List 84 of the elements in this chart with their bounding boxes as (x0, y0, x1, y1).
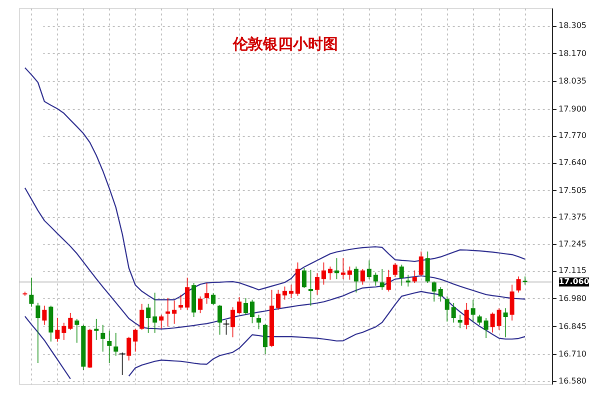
candlestick (425, 251, 430, 284)
candlestick (484, 318, 488, 339)
candlestick (340, 258, 346, 280)
y-tick-label: 17.770 (558, 131, 586, 140)
candlestick (178, 294, 184, 310)
candlestick (366, 260, 372, 280)
y-tick-label: 18.170 (558, 48, 586, 58)
candlestick (380, 268, 384, 290)
candlestick (244, 298, 248, 316)
candlestick (412, 270, 417, 284)
candlestick (68, 312, 73, 330)
candlestick (360, 268, 365, 286)
candlestick (444, 296, 450, 322)
candlestick (321, 262, 326, 286)
candlestick (172, 300, 177, 324)
candlestick (133, 328, 138, 352)
candlestick (230, 306, 236, 338)
candlestick (263, 323, 268, 354)
candlestick (308, 269, 313, 306)
candlestick (204, 282, 210, 304)
candlestick (94, 318, 99, 340)
candlestick (36, 302, 40, 364)
y-tick-label: 16.980 (558, 294, 586, 303)
text: 伦敦银四小时图 (232, 35, 338, 53)
candlestick (464, 302, 469, 330)
y-tick-label: 17.505 (558, 186, 586, 195)
candlestick (392, 262, 398, 278)
y-tick-label: 16.580 (558, 376, 586, 386)
candlestick (288, 284, 294, 299)
candlestick (496, 308, 502, 330)
candlestick (62, 322, 66, 340)
candlestick (432, 280, 436, 302)
candlestick (126, 336, 132, 362)
y-tick-label: 17.640 (558, 158, 586, 168)
line-series (24, 187, 526, 330)
candlestick (328, 266, 332, 280)
candlestick (334, 258, 339, 280)
y-tick-label: 16.710 (558, 350, 586, 359)
y-tick-label: 18.305 (558, 21, 586, 30)
candlestick (458, 314, 462, 329)
candlestick (198, 296, 203, 314)
candlestick (406, 274, 410, 288)
candlestick (451, 302, 456, 324)
candlestick (470, 299, 476, 322)
y-tick-label: 17.245 (558, 239, 586, 248)
candlestick (107, 330, 112, 364)
candlestick (250, 299, 255, 324)
candlestick (100, 324, 106, 352)
candlestick (386, 269, 391, 292)
ref-line-label: 17.060 (558, 277, 590, 286)
candlestick (438, 286, 443, 302)
candlestick (490, 312, 495, 333)
candlestick (276, 289, 280, 310)
candlestick (146, 303, 151, 334)
candlestick (211, 292, 216, 306)
candlestick (55, 317, 60, 342)
y-tick-label: 17.375 (558, 212, 586, 222)
y-tick-label: 17.900 (558, 104, 586, 114)
candlestick (74, 318, 80, 344)
y-tick-label: 18.035 (558, 76, 586, 86)
candlestick (29, 277, 34, 308)
candlestick (373, 272, 378, 286)
candlestick (159, 314, 164, 330)
candlestick (237, 296, 242, 314)
candlestick (185, 277, 190, 310)
y-tick-label: 17.115 (558, 266, 586, 276)
candlestick (418, 251, 424, 277)
candlestick (218, 304, 222, 336)
candlestick (314, 272, 320, 296)
candlestick (152, 292, 158, 334)
candlestick (354, 266, 358, 294)
candlestick (302, 268, 306, 288)
candlestick (477, 314, 482, 326)
candlestick (114, 332, 118, 356)
candlestick (282, 286, 287, 300)
y-tick-label: 16.845 (558, 322, 586, 331)
candlestick (256, 314, 262, 330)
candlestick (516, 276, 521, 294)
candlestick (140, 303, 144, 330)
candlestick (399, 264, 404, 286)
candlestick (347, 266, 352, 280)
candlestick (42, 305, 47, 326)
candlestick (510, 284, 514, 322)
candlestick (503, 308, 508, 338)
